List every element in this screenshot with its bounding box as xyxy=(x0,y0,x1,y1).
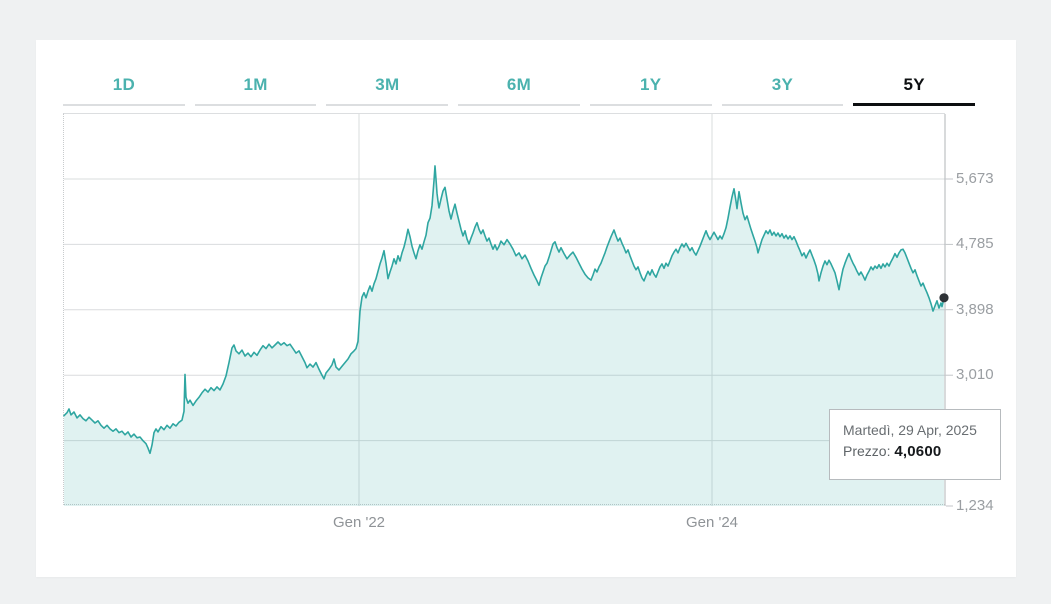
tab-label: 6M xyxy=(506,75,532,94)
tab-1d[interactable]: 1D xyxy=(63,75,185,106)
range-tabs: 1D 1M 3M 6M 1Y 3Y 5Y xyxy=(63,75,976,106)
chart-card: 1D 1M 3M 6M 1Y 3Y 5Y 5,673 4,785 3,898 3,010 1,234… xyxy=(36,40,1016,577)
y-axis-label: 4,785 xyxy=(956,235,994,253)
tab-5y[interactable]: 5Y xyxy=(853,75,976,106)
tab-1m[interactable]: 1M xyxy=(194,75,317,106)
plot-area: 5,673 4,785 3,898 3,010 1,234 Gen '22 Gen '24… xyxy=(63,113,1001,531)
y-axis-label: 3,898 xyxy=(956,300,994,318)
y-axis-label: 1,234 xyxy=(956,497,994,514)
tab-label: 3M xyxy=(375,75,400,94)
tooltip-price: Prezzo: 4,0600 xyxy=(843,443,987,460)
x-axis-label: Gen '24 xyxy=(685,514,739,531)
price-area-fill xyxy=(64,165,944,506)
tab-6m[interactable]: 6M xyxy=(458,75,580,106)
tab-3m[interactable]: 3M xyxy=(326,75,449,106)
tooltip-price-label: Prezzo: xyxy=(843,443,895,459)
tab-label: 3Y xyxy=(771,75,794,94)
tooltip-date: Martedì, 29 Apr, 2025 xyxy=(843,422,977,438)
tab-label: 1Y xyxy=(640,75,662,94)
price-line xyxy=(63,165,945,455)
y-axis-label: 3,010 xyxy=(956,366,994,384)
tab-3y[interactable]: 3Y xyxy=(721,75,844,106)
tooltip-price-value: 4,0600 xyxy=(894,443,942,460)
y-axis-label: 5,673 xyxy=(956,169,994,187)
tab-label: 1D xyxy=(112,75,136,94)
tab-label: 1M xyxy=(243,75,268,94)
tab-label: 5Y xyxy=(903,75,925,94)
tab-1y[interactable]: 1Y xyxy=(589,75,712,106)
price-tooltip: Martedì, 29 Apr, 2025 Prezzo: 4,0600 xyxy=(829,409,1001,480)
current-price-dot xyxy=(939,293,949,303)
x-axis-label: Gen '22 xyxy=(332,514,386,531)
